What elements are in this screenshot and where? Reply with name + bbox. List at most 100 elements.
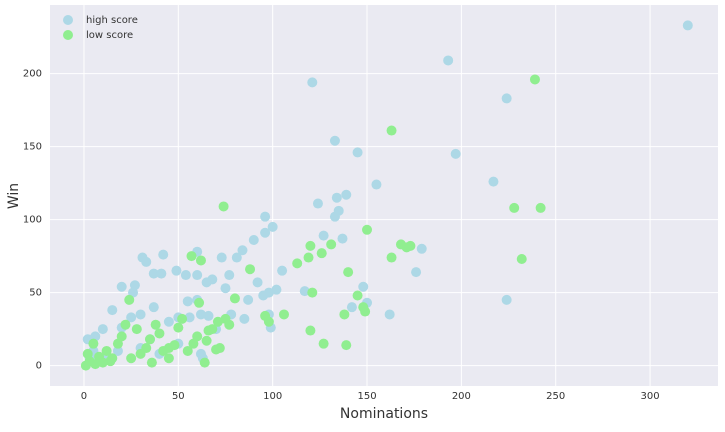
point (318, 338, 329, 349)
point (299, 286, 310, 297)
point (237, 245, 248, 256)
point (341, 340, 352, 351)
point (148, 268, 159, 279)
point (271, 284, 282, 295)
point (80, 360, 91, 371)
point (177, 313, 188, 324)
point (163, 316, 174, 327)
point (148, 302, 159, 313)
point (126, 312, 137, 323)
point (252, 277, 263, 288)
point (346, 302, 357, 313)
point (450, 148, 461, 159)
x-tick-label: 200 (452, 391, 471, 402)
point (339, 309, 350, 320)
legend-marker (63, 15, 73, 25)
point (303, 252, 314, 263)
point (224, 319, 235, 330)
x-tick-label: 300 (641, 391, 660, 402)
point (90, 359, 101, 370)
point (416, 243, 427, 254)
point (682, 20, 693, 31)
point (229, 293, 240, 304)
x-axis-label: Nominations (340, 406, 428, 422)
x-tick-label: 150 (357, 391, 376, 402)
point (203, 310, 214, 321)
point (120, 319, 131, 330)
point (307, 287, 318, 298)
point (316, 248, 327, 259)
legend-marker (63, 30, 73, 40)
point (126, 353, 137, 364)
point (107, 305, 118, 316)
point (105, 356, 116, 367)
point (224, 270, 235, 281)
point (352, 147, 363, 158)
point (101, 345, 112, 356)
point (248, 235, 259, 246)
point (326, 239, 337, 250)
point (180, 270, 191, 281)
point (182, 296, 193, 307)
point (214, 343, 225, 354)
y-tick-label: 0 (36, 361, 42, 372)
point (307, 77, 318, 88)
point (192, 331, 203, 342)
point (337, 233, 348, 244)
point (218, 201, 229, 212)
point (182, 345, 193, 356)
point (501, 93, 512, 104)
point (150, 319, 161, 330)
point (141, 256, 152, 267)
point (186, 251, 197, 262)
point (535, 202, 546, 213)
point (292, 258, 303, 269)
point (184, 312, 195, 323)
point (194, 297, 205, 308)
y-tick-label: 150 (23, 142, 42, 153)
point (331, 192, 342, 203)
point (278, 309, 289, 320)
y-axis-label: Win (6, 183, 22, 209)
point (312, 198, 323, 209)
point (329, 135, 340, 146)
point (216, 252, 227, 263)
legend-label: low score (86, 30, 133, 41)
point (131, 324, 142, 335)
point (163, 353, 174, 364)
point (171, 265, 182, 276)
point (88, 338, 99, 349)
point (305, 240, 316, 251)
point (260, 227, 271, 238)
point (192, 270, 203, 281)
point (231, 252, 242, 263)
point (173, 322, 184, 333)
point (305, 325, 316, 336)
x-tick-label: 250 (546, 391, 565, 402)
point (258, 290, 269, 301)
legend-label: high score (86, 15, 138, 26)
point (358, 281, 369, 292)
point (529, 74, 540, 85)
point (352, 290, 363, 301)
point (195, 309, 206, 320)
point (203, 325, 214, 336)
point (443, 55, 454, 66)
point (207, 274, 218, 285)
point (488, 176, 499, 187)
point (360, 306, 371, 317)
point (277, 265, 288, 276)
x-tick-label: 50 (172, 391, 185, 402)
point (267, 221, 278, 232)
x-tick-label: 100 (263, 391, 282, 402)
point (263, 316, 274, 327)
point (343, 267, 354, 278)
point (362, 224, 373, 235)
point (516, 254, 527, 264)
point (245, 264, 256, 275)
point (82, 348, 93, 359)
point (145, 334, 156, 345)
point (386, 252, 397, 263)
plot-area (50, 5, 718, 386)
